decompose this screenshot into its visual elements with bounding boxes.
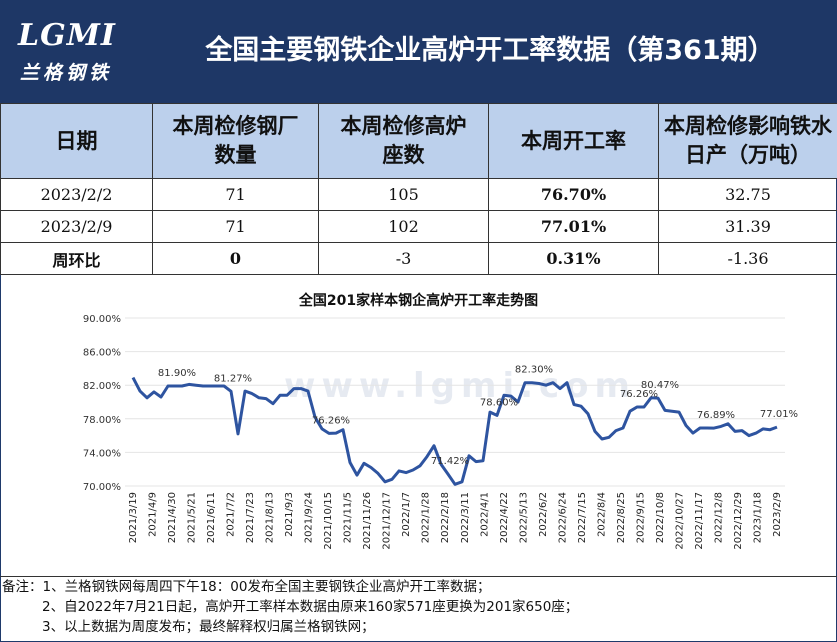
x-tick-label: 2022/1/7 bbox=[401, 492, 412, 537]
data-label: 71.42% bbox=[431, 456, 469, 467]
watermark: www.lgmi.com bbox=[284, 366, 636, 406]
x-tick-label: 2021/10/15 bbox=[323, 492, 334, 550]
x-tick-label: 2022/8/4 bbox=[596, 492, 607, 537]
y-tick-label: 86.00% bbox=[83, 348, 121, 359]
table-cell: 71 bbox=[152, 178, 319, 211]
x-tick-label: 2022/3/11 bbox=[460, 492, 471, 543]
x-tick-label: 2022/9/15 bbox=[635, 492, 646, 543]
page-title: 全国主要钢铁企业高炉开工率数据（第361期） bbox=[205, 35, 775, 66]
y-tick-label: 90.00% bbox=[83, 314, 121, 325]
x-tick-label: 2021/4/30 bbox=[167, 492, 178, 543]
table-row-wow: 周环比 0 -3 0.31% -1.36 bbox=[0, 242, 837, 275]
x-tick-label: 2022/4/22 bbox=[499, 492, 510, 543]
table-cell: -1.36 bbox=[658, 242, 837, 275]
table-cell: 2023/2/9 bbox=[0, 210, 153, 243]
x-tick-label: 2021/8/13 bbox=[265, 492, 276, 543]
x-tick-label: 2021/11/5 bbox=[343, 492, 354, 543]
y-tick-label: 78.00% bbox=[83, 415, 121, 426]
x-tick-label: 2023/1/18 bbox=[752, 492, 763, 543]
col-header-date: 日期 bbox=[0, 103, 153, 179]
table-row: 2023/2/2 71 105 76.70% 32.75 bbox=[0, 178, 837, 211]
x-tick-label: 2022/7/15 bbox=[577, 492, 588, 543]
x-tick-label: 2021/12/17 bbox=[382, 492, 393, 550]
table-cell: 周环比 bbox=[0, 242, 153, 275]
x-tick-label: 2022/8/25 bbox=[616, 492, 627, 543]
x-tick-label: 2022/2/18 bbox=[440, 492, 451, 543]
x-tick-label: 2022/12/8 bbox=[713, 492, 724, 543]
y-tick-label: 70.00% bbox=[83, 482, 121, 493]
x-tick-label: 2021/5/21 bbox=[187, 492, 198, 543]
table-header-row: 日期 本周检修钢厂数量 本周检修高炉座数 本周开工率 本周检修影响铁水日产（万吨… bbox=[0, 103, 837, 179]
note-3: 3、以上数据为周度发布；最终解释权归属兰格钢铁网； bbox=[42, 619, 375, 635]
table-cell: 0.31% bbox=[488, 242, 659, 275]
table-cell: 77.01% bbox=[488, 210, 659, 243]
trend-chart: www.lgmi.com 70.00% 74.00% 78.00% 82.00% 86.… bbox=[83, 314, 798, 550]
table-cell: 76.70% bbox=[488, 178, 659, 211]
table-cell: 0 bbox=[152, 242, 319, 275]
data-label: 82.30% bbox=[515, 365, 553, 376]
chart-title: 全国201家样本钢企高炉开工率走势图 bbox=[298, 293, 539, 309]
col-header-mills: 本周检修钢厂数量 bbox=[152, 103, 319, 179]
table-cell: 105 bbox=[318, 178, 489, 211]
note-2: 2、自2022年7月21日起，高炉开工率样本数据由原来160家571座更换为20… bbox=[42, 599, 579, 615]
notes: 备注：1、兰格钢铁网每周四下午18：00发布全国主要钢铁企业高炉开工率数据； 2… bbox=[0, 576, 837, 637]
data-label: 78.60% bbox=[480, 397, 518, 408]
x-tick-label: 2022/11/17 bbox=[694, 492, 705, 550]
x-tick-label: 2021/9/24 bbox=[304, 492, 315, 543]
y-tick-label: 74.00% bbox=[83, 448, 121, 459]
table-cell: 71 bbox=[152, 210, 319, 243]
note-1: 备注：1、兰格钢铁网每周四下午18：00发布全国主要钢铁企业高炉开工率数据； bbox=[2, 579, 491, 595]
x-tick-label: 2022/10/8 bbox=[655, 492, 666, 543]
data-label: 76.26% bbox=[620, 389, 658, 400]
x-tick-label: 2022/5/13 bbox=[518, 492, 529, 543]
data-label: 80.47% bbox=[641, 380, 679, 391]
table-cell: 31.39 bbox=[658, 210, 837, 243]
data-label: 81.27% bbox=[214, 373, 252, 384]
x-tick-label: 2021/3/19 bbox=[128, 492, 139, 543]
x-tick-label: 2022/10/27 bbox=[674, 492, 685, 550]
x-tick-label: 2022/6/2 bbox=[538, 492, 549, 537]
logo-cn-text: 兰格钢铁 bbox=[20, 62, 113, 84]
table-cell: 32.75 bbox=[658, 178, 837, 211]
x-tick-label: 2022/4/1 bbox=[479, 492, 490, 537]
table-row: 2023/2/9 71 102 77.01% 31.39 bbox=[0, 210, 837, 243]
x-tick-label: 2022/12/29 bbox=[733, 492, 744, 550]
x-tick-label: 2021/11/26 bbox=[362, 492, 373, 550]
table-cell: 2023/2/2 bbox=[0, 178, 153, 211]
x-tick-label: 2023/2/9 bbox=[772, 492, 783, 537]
x-tick-label: 2021/9/3 bbox=[284, 492, 295, 537]
table-cell: -3 bbox=[318, 242, 489, 275]
utilization-table: 日期 本周检修钢厂数量 本周检修高炉座数 本周开工率 本周检修影响铁水日产（万吨… bbox=[0, 103, 837, 275]
table-cell: 102 bbox=[318, 210, 489, 243]
y-tick-label: 82.00% bbox=[83, 381, 121, 392]
x-tick-label: 2021/7/23 bbox=[245, 492, 256, 543]
data-label: 81.90% bbox=[158, 368, 196, 379]
data-label: 76.26% bbox=[312, 415, 350, 426]
lgmi-logo: LGMI 兰格钢铁 bbox=[16, 14, 126, 86]
x-tick-label: 2022/1/28 bbox=[421, 492, 432, 543]
x-tick-label: 2021/7/2 bbox=[226, 492, 237, 537]
series-line bbox=[131, 376, 778, 486]
logo-mark: LGMI bbox=[18, 18, 116, 53]
col-header-rate: 本周开工率 bbox=[488, 103, 659, 179]
x-tick-label: 2022/6/24 bbox=[557, 492, 568, 543]
x-tick-label: 2021/4/9 bbox=[148, 492, 159, 537]
x-tick-label: 2021/6/11 bbox=[206, 492, 217, 543]
data-label: 77.01% bbox=[760, 409, 798, 420]
header-banner: LGMI 兰格钢铁 全国主要钢铁企业高炉开工率数据（第361期） bbox=[0, 0, 837, 103]
col-header-furnaces: 本周检修高炉座数 bbox=[318, 103, 489, 179]
col-header-output: 本周检修影响铁水日产（万吨） bbox=[658, 103, 837, 179]
data-label: 76.89% bbox=[697, 410, 735, 421]
